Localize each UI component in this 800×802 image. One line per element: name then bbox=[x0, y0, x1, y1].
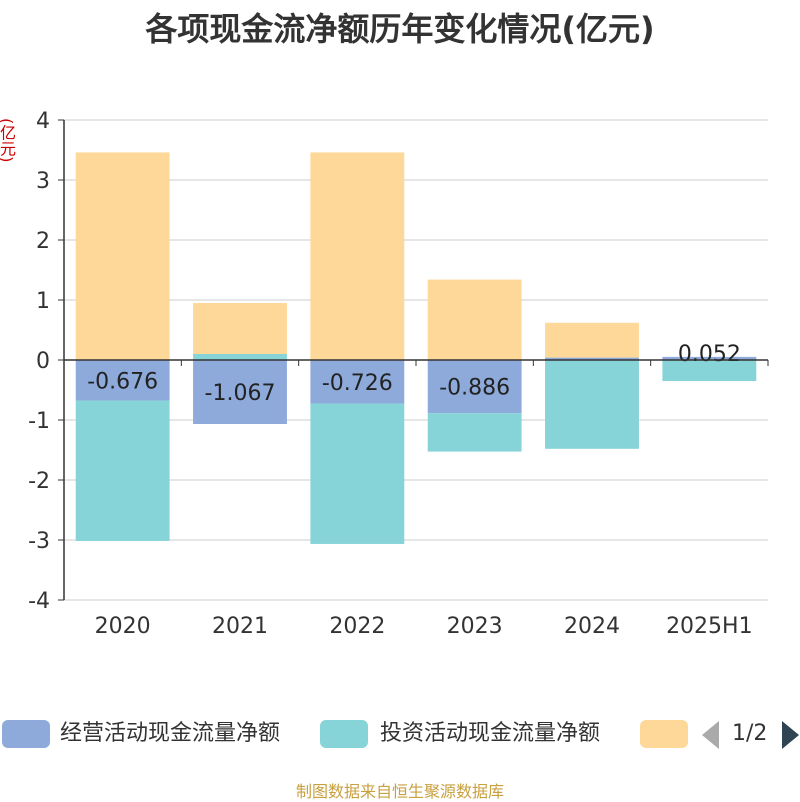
bar-segment bbox=[545, 360, 639, 449]
bar-chart: -4 -3 -2 -1 0 1 2 3 4 -0.676 -1.067 -0.726 -0.886 0.0… bbox=[28, 109, 769, 639]
legend-label-operating: 经营活动现金流量净额 bbox=[60, 721, 281, 746]
chart-title: 各项现金流净额历年变化情况(亿元) bbox=[145, 10, 655, 48]
bar-data-label: -0.726 bbox=[322, 371, 393, 396]
bar-segment bbox=[310, 403, 405, 544]
source-footer: 制图数据来自恒生聚源数据库 bbox=[295, 782, 504, 801]
bar-segment bbox=[545, 357, 639, 360]
bar-segment bbox=[193, 360, 287, 425]
legend-item-investing[interactable]: 投资活动现金流量净额 bbox=[320, 718, 630, 750]
bar-segment bbox=[193, 354, 287, 360]
x-category-label: 2025H1 bbox=[666, 614, 753, 639]
y-tick-label: 0 bbox=[36, 349, 50, 374]
y-tick-label: 4 bbox=[36, 109, 50, 134]
bar-data-label: -0.886 bbox=[439, 376, 510, 401]
bar-segment bbox=[193, 303, 287, 354]
bar-segment bbox=[662, 360, 757, 381]
x-category-label: 2021 bbox=[212, 614, 268, 639]
bar-segment bbox=[427, 279, 522, 360]
bar-segment bbox=[310, 360, 405, 404]
bar-segment bbox=[75, 152, 170, 360]
y-tick-label: -4 bbox=[28, 589, 50, 614]
legend-prev-page-icon[interactable] bbox=[702, 721, 719, 749]
bar-segment bbox=[75, 360, 170, 401]
y-tick-label: 1 bbox=[36, 289, 50, 314]
legend-swatch-third-series bbox=[640, 720, 688, 748]
bar-data-label: 0.052 bbox=[678, 342, 741, 367]
y-tick-label: 3 bbox=[36, 169, 50, 194]
bar-segment bbox=[75, 400, 170, 541]
y-tick-label: -2 bbox=[28, 469, 50, 494]
bar-segment bbox=[545, 322, 639, 358]
y-tick-label: -1 bbox=[28, 409, 50, 434]
legend-page-indicator: 1/2 bbox=[732, 721, 768, 746]
bar-data-label: -0.676 bbox=[87, 369, 158, 394]
legend-item-third-series[interactable] bbox=[640, 718, 690, 750]
bar-segment bbox=[310, 152, 405, 360]
legend-swatch-investing bbox=[320, 720, 368, 748]
legend-item-operating[interactable]: 经营活动现金流量净额 bbox=[0, 718, 310, 750]
bar-segment bbox=[427, 360, 522, 414]
x-category-label: 2023 bbox=[447, 614, 503, 639]
legend-label-investing: 投资活动现金流量净额 bbox=[380, 721, 601, 746]
x-category-label: 2022 bbox=[329, 614, 385, 639]
x-category-label: 2024 bbox=[564, 614, 620, 639]
bar-data-label: -1.067 bbox=[205, 381, 276, 406]
legend-next-page-icon[interactable] bbox=[782, 721, 799, 749]
bar-segment bbox=[427, 413, 522, 452]
bar-segment bbox=[662, 356, 757, 360]
x-category-label: 2020 bbox=[95, 614, 151, 639]
legend-swatch-operating bbox=[2, 720, 50, 748]
y-tick-label: 2 bbox=[36, 229, 50, 254]
y-tick-label: -3 bbox=[28, 529, 50, 554]
y-axis-unit-label: (亿元) bbox=[0, 118, 16, 163]
